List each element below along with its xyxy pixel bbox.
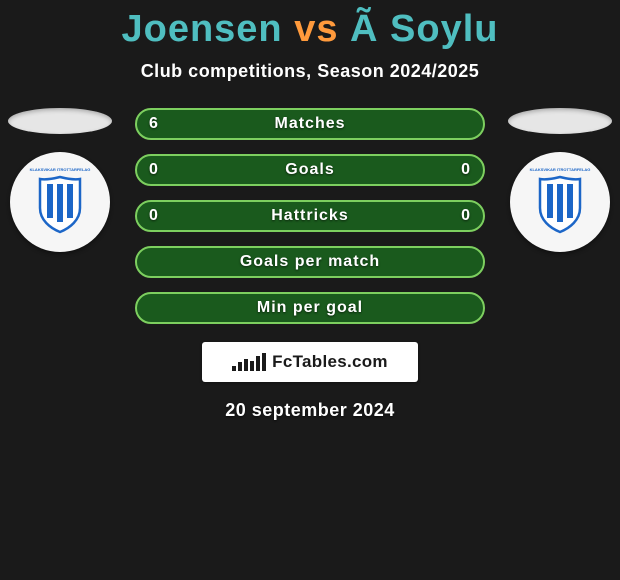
club-crest-icon: KLAKSVIKAR ITROTTARFELAG bbox=[20, 162, 100, 242]
stat-label: Hattricks bbox=[271, 207, 348, 225]
stat-row-hattricks: 0 Hattricks 0 bbox=[135, 200, 485, 232]
stat-row-matches: 6 Matches bbox=[135, 108, 485, 140]
watermark: FcTables.com bbox=[202, 342, 418, 382]
stat-row-min-per-goal: Min per goal bbox=[135, 292, 485, 324]
right-player-column: KLAKSVIKAR ITROTTARFELAG bbox=[508, 108, 612, 252]
title-player1: Joensen bbox=[121, 8, 282, 50]
player2-club-badge: KLAKSVIKAR ITROTTARFELAG bbox=[510, 152, 610, 252]
player1-photo-placeholder bbox=[8, 108, 112, 134]
left-player-column: KLAKSVIKAR ITROTTARFELAG bbox=[8, 108, 112, 252]
bar-chart-icon bbox=[232, 353, 266, 371]
watermark-text: FcTables.com bbox=[272, 352, 388, 372]
page-title: Joensen vs Ã Soylu bbox=[0, 8, 620, 51]
stat-left-value: 0 bbox=[149, 207, 159, 225]
stat-left-value: 0 bbox=[149, 161, 159, 179]
date: 20 september 2024 bbox=[0, 400, 620, 421]
stat-label: Min per goal bbox=[257, 299, 363, 317]
title-player2: Ã Soylu bbox=[350, 8, 498, 50]
club-crest-icon: KLAKSVIKAR ITROTTARFELAG bbox=[520, 162, 600, 242]
stat-left-value: 6 bbox=[149, 115, 159, 133]
subtitle: Club competitions, Season 2024/2025 bbox=[0, 61, 620, 82]
svg-text:KLAKSVIKAR ITROTTARFELAG: KLAKSVIKAR ITROTTARFELAG bbox=[30, 167, 91, 172]
stat-right-value: 0 bbox=[461, 207, 471, 225]
stat-label: Goals bbox=[285, 161, 334, 179]
stat-label: Matches bbox=[274, 115, 345, 133]
stat-row-goals-per-match: Goals per match bbox=[135, 246, 485, 278]
title-vs: vs bbox=[294, 8, 338, 50]
player2-photo-placeholder bbox=[508, 108, 612, 134]
player1-club-badge: KLAKSVIKAR ITROTTARFELAG bbox=[10, 152, 110, 252]
stat-row-goals: 0 Goals 0 bbox=[135, 154, 485, 186]
stat-label: Goals per match bbox=[240, 253, 380, 271]
svg-text:KLAKSVIKAR ITROTTARFELAG: KLAKSVIKAR ITROTTARFELAG bbox=[530, 167, 591, 172]
stat-right-value: 0 bbox=[461, 161, 471, 179]
